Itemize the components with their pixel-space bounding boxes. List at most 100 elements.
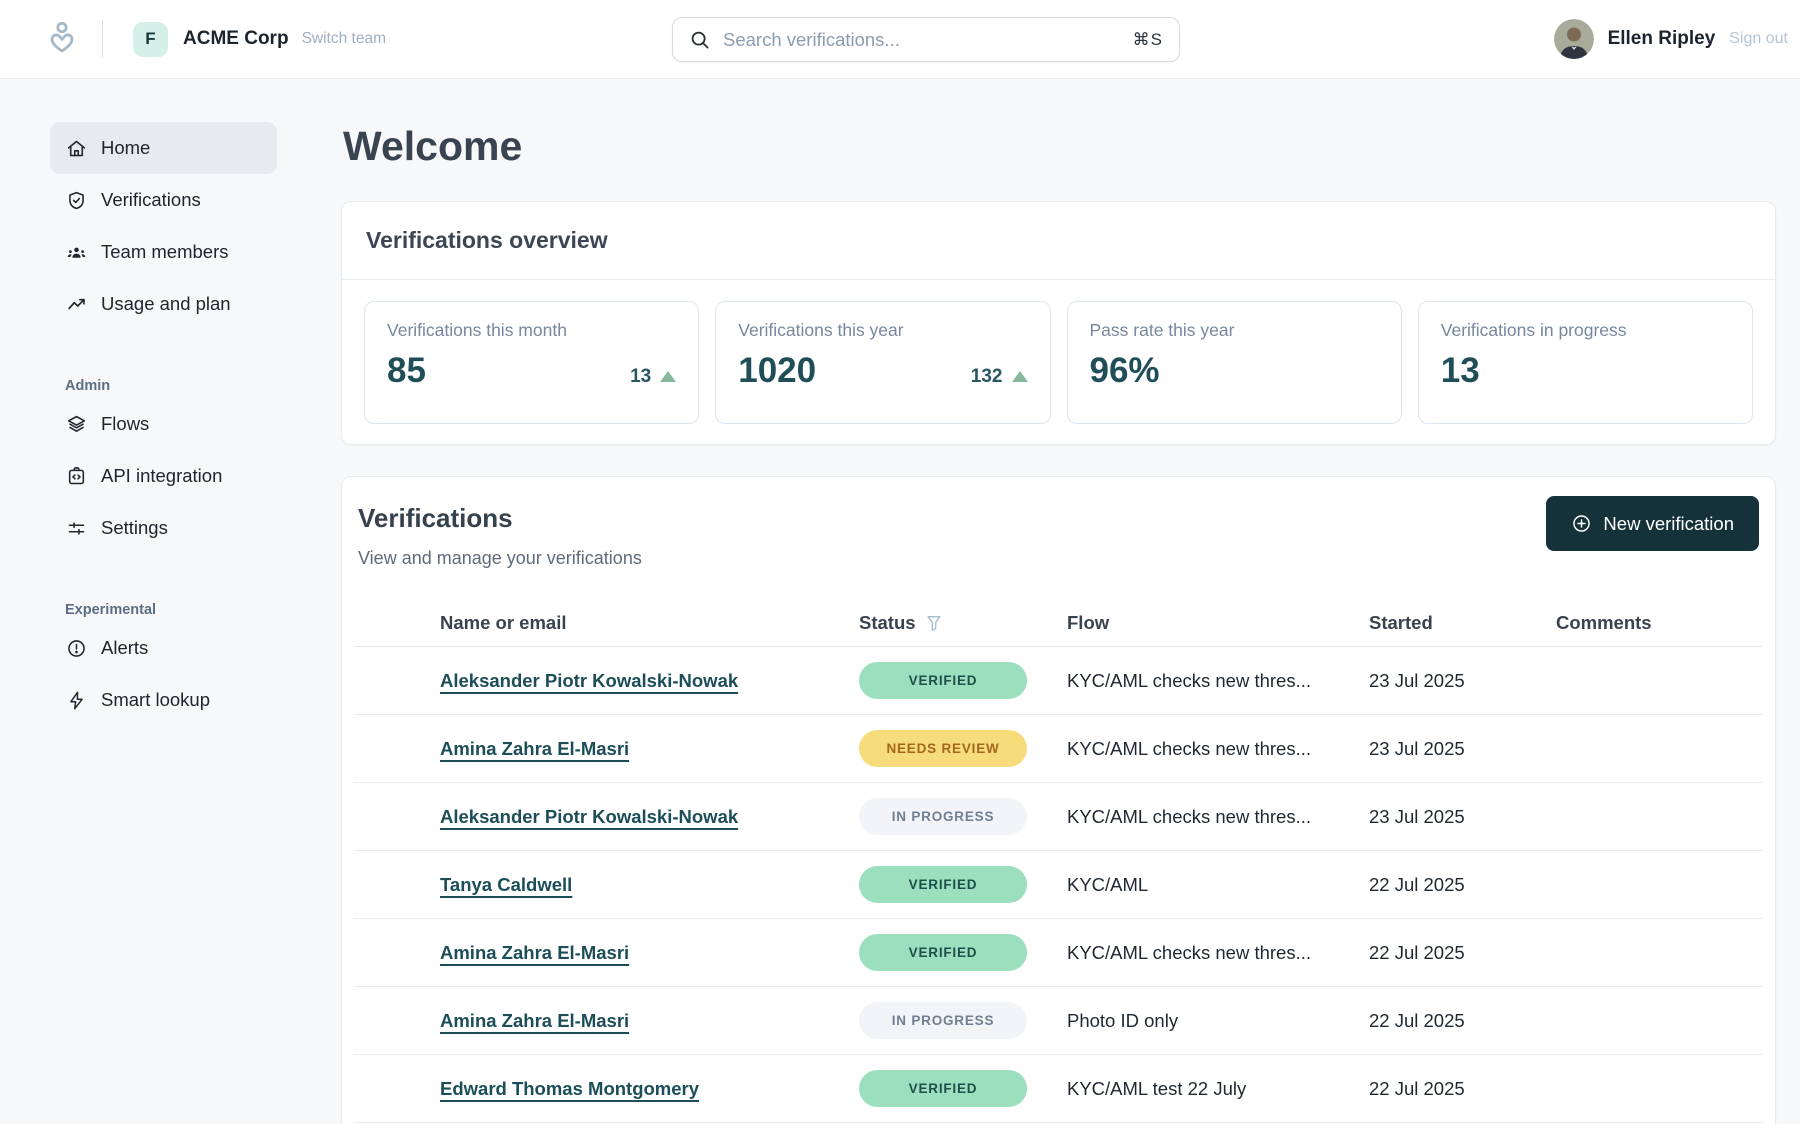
- overview-title: Verifications overview: [366, 227, 1751, 254]
- status-badge: VERIFIED: [859, 1070, 1027, 1107]
- sidebar-item-verifications[interactable]: Verifications: [50, 174, 277, 226]
- verification-name-link[interactable]: Aleksander Piotr Kowalski-Nowak: [440, 670, 738, 691]
- home-icon: [65, 137, 87, 159]
- stat-label: Verifications this year: [738, 320, 1027, 341]
- people-icon: [65, 241, 87, 263]
- verifications-subtitle: View and manage your verifications: [358, 548, 642, 569]
- stat-value: 96%: [1090, 353, 1160, 388]
- verification-name-link[interactable]: Amina Zahra El-Masri: [440, 942, 629, 963]
- header-divider: [102, 20, 103, 58]
- trend-up-icon: [65, 293, 87, 315]
- sidebar-item-team-members[interactable]: Team members: [50, 226, 277, 278]
- sidebar-item-usage-and-plan[interactable]: Usage and plan: [50, 278, 277, 330]
- table-header-row: Name or email Status Flow Started Commen…: [354, 599, 1763, 647]
- sidebar-item-label: Verifications: [101, 189, 201, 211]
- sidebar-section-experimental: Experimental: [65, 602, 277, 618]
- table-row: Amina Zahra El-Masri VERIFIED KYC/AML ch…: [354, 919, 1763, 987]
- verifications-card: Verifications View and manage your verif…: [341, 476, 1776, 1124]
- search-bar[interactable]: ⌘S: [672, 17, 1180, 62]
- status-badge: VERIFIED: [859, 866, 1027, 903]
- trend-up-arrow-icon: [1012, 371, 1028, 382]
- stat-value: 85: [387, 353, 426, 388]
- verifications-table: Name or email Status Flow Started Commen…: [354, 599, 1763, 1123]
- sidebar-section-admin: Admin: [65, 378, 277, 394]
- search-input[interactable]: [723, 29, 1133, 51]
- sidebar-item-label: API integration: [101, 465, 222, 487]
- verifications-overview-card: Verifications overview Verifications thi…: [341, 201, 1776, 445]
- sidebar-item-label: Usage and plan: [101, 293, 231, 315]
- sidebar-item-label: Home: [101, 137, 150, 159]
- search-shortcut-hint: ⌘S: [1133, 30, 1163, 50]
- started-cell: 22 Jul 2025: [1369, 874, 1556, 896]
- team-avatar-badge[interactable]: F: [133, 22, 168, 57]
- status-badge: IN PROGRESS: [859, 1002, 1027, 1039]
- sidebar-item-label: Team members: [101, 241, 228, 263]
- new-verification-button[interactable]: New verification: [1546, 496, 1759, 551]
- column-header-flow[interactable]: Flow: [1067, 612, 1369, 634]
- team-name: ACME Corp: [183, 28, 289, 50]
- flow-cell: KYC/AML checks new thres...: [1067, 942, 1369, 964]
- search-icon: [689, 29, 711, 51]
- column-header-name[interactable]: Name or email: [354, 612, 859, 634]
- flow-cell: Photo ID only: [1067, 1010, 1369, 1032]
- flow-cell: KYC/AML checks new thres...: [1067, 738, 1369, 760]
- started-cell: 23 Jul 2025: [1369, 806, 1556, 828]
- top-header: F ACME Corp Switch team ⌘S Ellen Ripley …: [0, 0, 1800, 79]
- sidebar-item-label: Smart lookup: [101, 689, 210, 711]
- stat-label: Pass rate this year: [1090, 320, 1379, 341]
- started-cell: 22 Jul 2025: [1369, 1010, 1556, 1032]
- sign-out-link[interactable]: Sign out: [1729, 30, 1788, 48]
- verification-name-link[interactable]: Edward Thomas Montgomery: [440, 1078, 699, 1099]
- sidebar-item-api-integration[interactable]: API integration: [50, 450, 277, 502]
- flow-cell: KYC/AML: [1067, 874, 1369, 896]
- stat-value: 13: [1441, 353, 1480, 388]
- main-content: Welcome Verifications overview Verificat…: [315, 79, 1800, 1124]
- sidebar-item-flows[interactable]: Flows: [50, 398, 277, 450]
- verifications-title: Verifications: [358, 503, 642, 534]
- verification-name-link[interactable]: Aleksander Piotr Kowalski-Nowak: [440, 806, 738, 827]
- status-badge: NEEDS REVIEW: [859, 730, 1027, 767]
- stat-trend: 13: [630, 366, 676, 388]
- table-row: Aleksander Piotr Kowalski-Nowak IN PROGR…: [354, 783, 1763, 851]
- user-avatar[interactable]: [1554, 19, 1594, 59]
- stat-verifications-this-year: Verifications this year 1020 132: [715, 301, 1050, 424]
- table-row: Edward Thomas Montgomery VERIFIED KYC/AM…: [354, 1055, 1763, 1123]
- header-user-area: Ellen Ripley Sign out: [1554, 19, 1790, 59]
- verification-name-link[interactable]: Amina Zahra El-Masri: [440, 1010, 629, 1031]
- verification-name-link[interactable]: Tanya Caldwell: [440, 874, 572, 895]
- sliders-icon: [65, 517, 87, 539]
- flow-cell: KYC/AML checks new thres...: [1067, 670, 1369, 692]
- sidebar: Home Verifications Team members: [0, 79, 315, 1124]
- table-row: Aleksander Piotr Kowalski-Nowak VERIFIED…: [354, 647, 1763, 715]
- stat-verifications-this-month: Verifications this month 85 13: [364, 301, 699, 424]
- status-badge: VERIFIED: [859, 662, 1027, 699]
- status-badge: IN PROGRESS: [859, 798, 1027, 835]
- flow-cell: KYC/AML checks new thres...: [1067, 806, 1369, 828]
- bolt-icon: [65, 689, 87, 711]
- started-cell: 22 Jul 2025: [1369, 942, 1556, 964]
- trend-up-arrow-icon: [660, 371, 676, 382]
- filter-funnel-icon[interactable]: [924, 613, 944, 633]
- sidebar-item-settings[interactable]: Settings: [50, 502, 277, 554]
- sidebar-item-smart-lookup[interactable]: Smart lookup: [50, 674, 277, 726]
- plus-circle-icon: [1571, 513, 1592, 534]
- status-badge: VERIFIED: [859, 934, 1027, 971]
- column-header-started[interactable]: Started: [1369, 612, 1556, 634]
- stats-row: Verifications this month 85 13 Verificat…: [342, 280, 1775, 444]
- sidebar-item-home[interactable]: Home: [50, 122, 277, 174]
- column-header-comments[interactable]: Comments: [1556, 612, 1763, 634]
- stat-trend: 132: [971, 366, 1028, 388]
- stat-pass-rate-this-year: Pass rate this year 96%: [1067, 301, 1402, 424]
- sidebar-item-alerts[interactable]: Alerts: [50, 622, 277, 674]
- switch-team-link[interactable]: Switch team: [302, 30, 386, 48]
- started-cell: 22 Jul 2025: [1369, 1078, 1556, 1100]
- code-box-icon: [65, 465, 87, 487]
- table-row: Amina Zahra El-Masri IN PROGRESS Photo I…: [354, 987, 1763, 1055]
- stat-label: Verifications this month: [387, 320, 676, 341]
- brand-logo-icon: [44, 20, 80, 58]
- verification-name-link[interactable]: Amina Zahra El-Masri: [440, 738, 629, 759]
- overview-card-header: Verifications overview: [342, 202, 1775, 280]
- table-row: Tanya Caldwell VERIFIED KYC/AML 22 Jul 2…: [354, 851, 1763, 919]
- sidebar-item-label: Alerts: [101, 637, 148, 659]
- column-header-status[interactable]: Status: [859, 612, 1067, 634]
